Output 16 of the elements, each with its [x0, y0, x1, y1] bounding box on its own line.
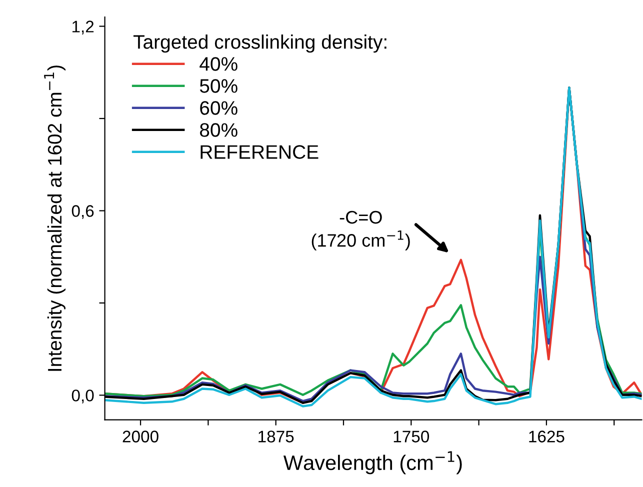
x-axis-title: Wavelength (cm$^{−1}$): [283, 451, 462, 474]
legend-title: Targeted crosslinking density:: [133, 34, 386, 53]
x-tick-label: 1875: [258, 430, 294, 442]
legend-label: 60%: [200, 101, 238, 115]
y-tick-label: 0,0: [72, 390, 94, 404]
x-tick-label: 1750: [394, 430, 430, 442]
y-axis-title: Intensity (normalized at 1602 cm$^{−1}$): [44, 66, 66, 371]
legend-label: REFERENCE: [200, 145, 318, 159]
y-tick-label: 1,2: [72, 20, 94, 34]
legend-label: 40%: [200, 57, 238, 71]
legend-label: 80%: [200, 123, 238, 137]
annotation: -C=O (1720 cm$^{−1}$): [312, 210, 410, 250]
x-tick-label: 1625: [529, 430, 564, 442]
legend-label: 50%: [200, 79, 238, 93]
y-tick-label: 0,6: [72, 205, 94, 219]
x-tick-label: 2000: [122, 430, 158, 442]
